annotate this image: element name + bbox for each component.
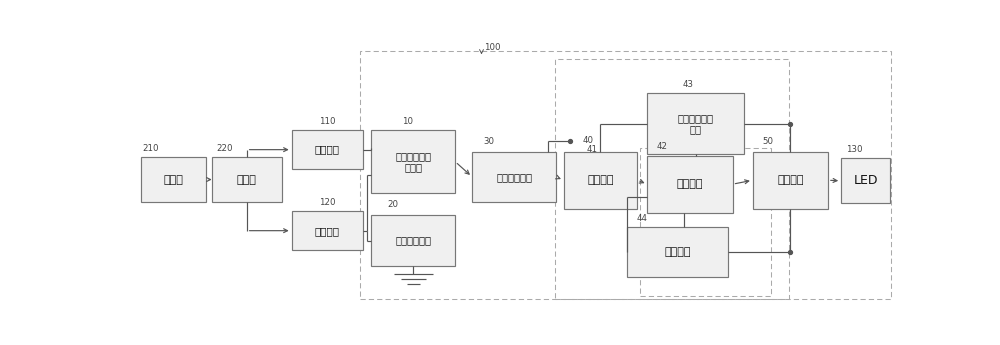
Text: 输出模块: 输出模块 bbox=[777, 175, 804, 185]
Text: 50: 50 bbox=[763, 137, 774, 146]
Bar bbox=[140, 157, 206, 202]
Text: 交流电: 交流电 bbox=[164, 175, 183, 185]
Bar bbox=[647, 156, 733, 213]
Text: 41: 41 bbox=[587, 145, 598, 154]
Text: 采样单元: 采样单元 bbox=[664, 247, 691, 257]
Text: 40: 40 bbox=[582, 136, 593, 145]
Bar bbox=[555, 59, 789, 299]
Text: 110: 110 bbox=[319, 117, 335, 126]
Text: LED: LED bbox=[853, 174, 878, 187]
Text: 44: 44 bbox=[637, 214, 648, 223]
Bar bbox=[753, 152, 828, 209]
Text: 第二灯丝: 第二灯丝 bbox=[315, 226, 340, 236]
Text: 30: 30 bbox=[483, 137, 494, 146]
Text: 20: 20 bbox=[387, 200, 398, 209]
Text: 镇流器: 镇流器 bbox=[237, 175, 257, 185]
Text: 控制单元: 控制单元 bbox=[677, 179, 703, 189]
Bar bbox=[841, 158, 890, 204]
Text: 10: 10 bbox=[402, 117, 413, 126]
Bar bbox=[472, 152, 556, 202]
Bar bbox=[647, 93, 744, 154]
Bar bbox=[292, 211, 363, 250]
Text: 220: 220 bbox=[216, 144, 233, 153]
Text: 分流单元: 分流单元 bbox=[587, 175, 614, 185]
Bar bbox=[371, 215, 455, 266]
Bar bbox=[564, 152, 637, 209]
Text: 参考信号生成
单元: 参考信号生成 单元 bbox=[678, 113, 714, 135]
Text: 43: 43 bbox=[683, 80, 694, 89]
Bar bbox=[212, 157, 282, 202]
Text: 42: 42 bbox=[657, 142, 668, 151]
Text: 130: 130 bbox=[846, 145, 862, 154]
Bar bbox=[371, 130, 455, 193]
Text: 100: 100 bbox=[484, 43, 500, 52]
Text: 120: 120 bbox=[319, 198, 335, 207]
Bar bbox=[292, 130, 363, 169]
Text: 电压匹配与整
流模块: 电压匹配与整 流模块 bbox=[395, 151, 431, 172]
Bar bbox=[360, 51, 891, 299]
Text: 隔离保护模块: 隔离保护模块 bbox=[395, 236, 431, 246]
Text: 210: 210 bbox=[142, 144, 159, 153]
Bar bbox=[640, 148, 771, 296]
Bar bbox=[627, 227, 728, 276]
Text: 预热启动模块: 预热启动模块 bbox=[496, 172, 532, 182]
Text: 第一灯丝: 第一灯丝 bbox=[315, 145, 340, 155]
